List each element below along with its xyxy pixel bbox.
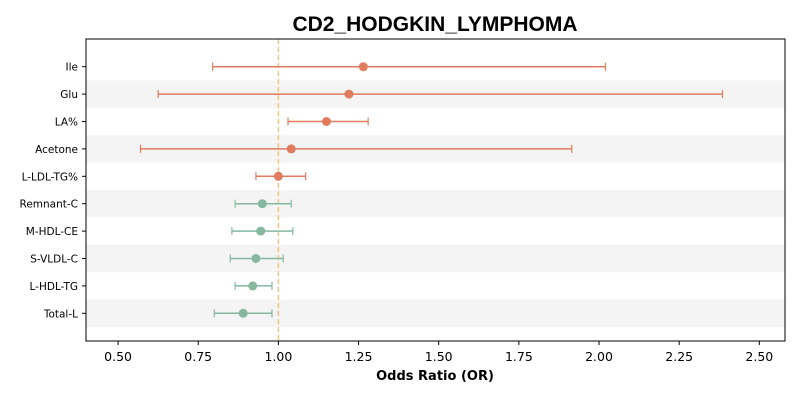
category-label: Glu <box>60 89 78 101</box>
or-point <box>257 199 267 209</box>
or-point <box>358 62 368 72</box>
or-point <box>321 117 331 126</box>
category-label: Ile <box>66 62 78 74</box>
x-tick-label: 2.50 <box>745 349 773 364</box>
category-label: S-VLDL-C <box>30 254 78 266</box>
or-point <box>251 254 261 263</box>
row-band <box>86 244 785 273</box>
or-point <box>238 308 248 318</box>
x-tick-label: 1.00 <box>264 349 292 364</box>
x-tick-label: 1.25 <box>345 349 373 364</box>
row-band <box>86 190 785 218</box>
x-tick-label: 0.50 <box>104 349 132 364</box>
category-label: LA% <box>55 117 78 129</box>
x-tick-label: 2.00 <box>585 349 613 364</box>
or-point <box>256 226 266 236</box>
row-band <box>86 299 785 327</box>
x-tick-label: 1.75 <box>505 349 533 364</box>
x-tick-label: 2.25 <box>665 349 693 364</box>
x-tick-label: 0.75 <box>184 349 212 364</box>
or-point <box>273 171 283 181</box>
data-marks <box>139 62 724 318</box>
category-label: L-LDL-TG% <box>22 171 78 183</box>
category-label: Remnant-C <box>20 199 79 211</box>
x-axis-ticks: 0.50 0.75 1.00 1.25 1.50 1.75 2.00 2.25 2.50 <box>104 341 773 364</box>
x-tick-label: 1.50 <box>425 349 453 364</box>
row-bands <box>86 80 785 327</box>
plot-frame <box>85 38 786 342</box>
x-axis-label: Odds Ratio (OR) <box>376 369 494 384</box>
category-label: L-HDL-TG <box>30 281 78 293</box>
or-point <box>248 281 258 291</box>
or-point <box>286 144 296 154</box>
or-point <box>344 89 354 99</box>
category-label: Acetone <box>35 144 78 156</box>
category-label: Total-L <box>43 308 78 320</box>
chart-title: CD2_HODGKIN_LYMPHOMA <box>292 13 577 36</box>
category-label: M-HDL-CE <box>26 226 78 238</box>
category-labels: Ile Glu LA% Acetone L-LDL-TG% Remnant-C M-HDL-… <box>20 62 86 320</box>
